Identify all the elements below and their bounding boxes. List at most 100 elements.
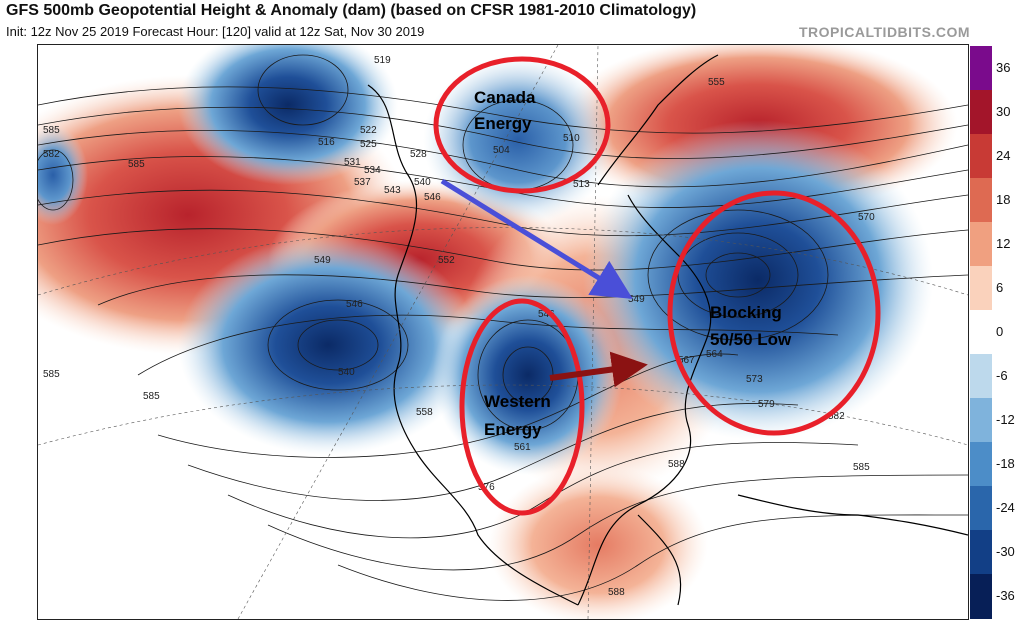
latlon-grid [38, 45, 968, 619]
contour-label: 546 [424, 192, 441, 203]
contour-line [38, 129, 968, 188]
colorbar-segment [970, 222, 992, 267]
canada-energy-circle [433, 56, 611, 194]
grid-line [237, 45, 559, 619]
contour-line [705, 252, 771, 298]
colorbar-tick-label: 0 [996, 324, 1004, 340]
contour-line [267, 474, 968, 571]
contour-line [38, 189, 968, 237]
contour-label: 504 [493, 145, 510, 156]
contour-label: 549 [314, 255, 331, 266]
contour-line [257, 54, 349, 126]
western-energy-label-line1: Western [484, 392, 551, 411]
colorbar-segment [970, 574, 992, 619]
contour-label: 573 [746, 374, 763, 385]
western-energy-circle [459, 298, 585, 516]
contour-label: 540 [414, 177, 431, 188]
annotation-labels: Canada Energy Western Energy Blocking 50… [474, 88, 792, 439]
colorbar-tick-label: 18 [996, 192, 1011, 208]
contour-label: 516 [318, 137, 335, 148]
contour-line [647, 209, 829, 341]
contour-label: 519 [374, 55, 391, 66]
contour-label: 585 [43, 125, 60, 136]
red-flow-arrow [549, 351, 648, 388]
colorbar-tick-label: 6 [996, 280, 1004, 296]
gulf-warm-anomaly [488, 465, 708, 619]
chart-subtitle: Init: 12z Nov 25 2019 Forecast Hour: [12… [6, 24, 425, 39]
colorbar-segment [970, 530, 992, 575]
contour-line [297, 319, 379, 371]
contour-label: 537 [354, 177, 371, 188]
contour-label: 588 [668, 459, 685, 470]
contour-label: 585 [853, 462, 870, 473]
contour-label-group: 519 522 525 516 528 531 534 537 540 543 … [43, 55, 875, 598]
contour-line [157, 353, 739, 458]
brand-watermark: TROPICALTIDBITS.COM [798, 24, 970, 40]
contour-label: 549 [628, 294, 645, 305]
contour-label: 546 [538, 309, 555, 320]
blocking-label-line1: Blocking [710, 303, 782, 322]
contour-label: 579 [758, 399, 775, 410]
blocking-low-circle [667, 190, 881, 436]
fifty-fifty-low-anomaly [583, 120, 933, 440]
contour-label: 582 [43, 149, 60, 160]
contour-label: 552 [438, 255, 455, 266]
contour-line [267, 299, 409, 391]
contour-label: 510 [563, 133, 580, 144]
colorbar-tick-label: -18 [996, 456, 1015, 472]
colorbar-segment [970, 90, 992, 135]
colorbar-tick-label: -12 [996, 412, 1015, 428]
contour-label: 540 [338, 367, 355, 378]
contour-line [97, 274, 968, 306]
colorbar-segment [970, 354, 992, 399]
canada-energy-label-line2: Energy [474, 114, 532, 133]
contour-label: 585 [143, 391, 160, 402]
colorbar-tick-label: -6 [996, 368, 1008, 384]
contour-line [38, 156, 968, 208]
colorbar-tick-label: 24 [996, 148, 1011, 164]
colorbar-tick-label: -36 [996, 588, 1015, 604]
contour-label: 534 [364, 165, 381, 176]
chart-title: GFS 500mb Geopotential Height & Anomaly … [6, 2, 697, 19]
contour-label: 576 [478, 482, 495, 493]
colorbar-segment [970, 46, 992, 91]
contour-line [38, 106, 968, 159]
contour-label: 585 [43, 369, 60, 380]
contour-label: 543 [384, 185, 401, 196]
blocking-label-line2: 50/50 Low [710, 330, 792, 349]
contour-label: 561 [514, 442, 531, 453]
colorbar-segment [970, 310, 992, 355]
contour-line [337, 514, 968, 601]
alaska-trough-anomaly [178, 45, 398, 185]
colorbar-segment [970, 486, 992, 531]
contour-line [677, 232, 799, 318]
contour-label: 522 [360, 125, 377, 136]
grid-line [38, 227, 968, 296]
contour-label: 555 [708, 77, 725, 88]
coastlines [367, 54, 968, 606]
colorbar-tick-label: 12 [996, 236, 1011, 252]
colorbar-segment [970, 442, 992, 487]
contour-label: 588 [608, 587, 625, 598]
coastline-east [577, 194, 712, 606]
contour-line [227, 442, 859, 539]
colorbar-segment [970, 266, 992, 311]
contour-label: 585 [128, 159, 145, 170]
contour-line [38, 86, 968, 134]
colorbar-segment [970, 398, 992, 443]
western-trough-anomaly [433, 275, 623, 475]
height-contours [38, 54, 968, 601]
contour-label: 531 [344, 157, 361, 168]
contour-label: 582 [828, 411, 845, 422]
colorbar-tick-label: -30 [996, 544, 1015, 560]
coastline-hudson [597, 54, 719, 186]
contour-label: 567 [678, 355, 695, 366]
coastline-florida [637, 514, 682, 606]
colorbar-segment [970, 178, 992, 223]
contour-label: 528 [410, 149, 427, 160]
contour-label: 546 [346, 299, 363, 310]
contour-line [187, 403, 799, 501]
coastline-west [367, 84, 579, 606]
contour-label: 570 [858, 212, 875, 223]
pacific-trough-anomaly [178, 235, 478, 455]
